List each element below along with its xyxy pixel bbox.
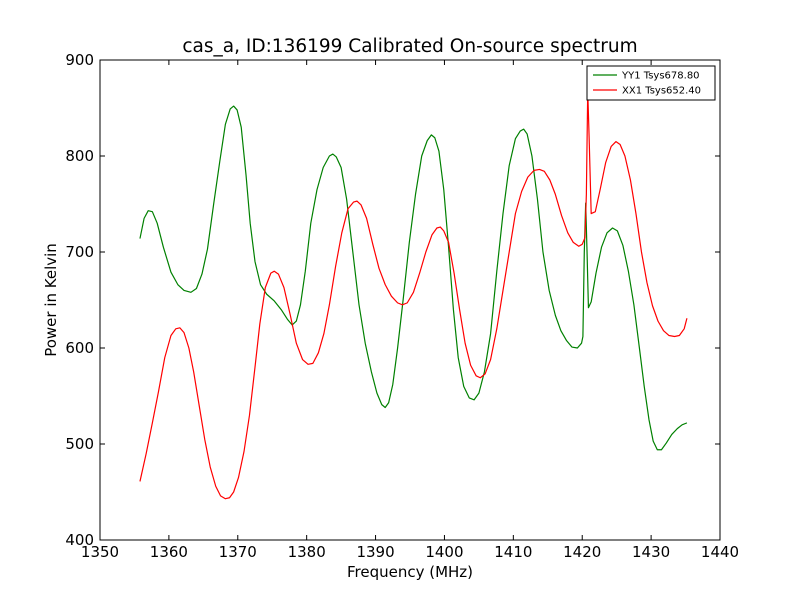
x-axis: 1350 1360 1370 1380 1390 1400 1410 1420 1430 1440 (81, 60, 739, 561)
x-axis-label: Frequency (MHz) (347, 563, 473, 581)
y-tick-label: 700 (65, 243, 94, 261)
legend-label-1: XX1 Tsys652.40 (622, 86, 701, 97)
x-tick-label: 1410 (494, 543, 532, 561)
x-tick-label: 1390 (356, 543, 394, 561)
y-tick-label: 800 (65, 147, 94, 165)
y-tick-label: 900 (65, 51, 94, 69)
y-axis-label: Power in Kelvin (42, 243, 60, 357)
plot-area (100, 60, 720, 540)
legend-box (586, 65, 716, 101)
legend-label-0: YY1 Tsys678.80 (621, 71, 700, 82)
x-tick-label: 1440 (701, 543, 739, 561)
series-layer (139, 90, 688, 500)
chart-title: cas_a, ID:136199 Calibrated On-source sp… (182, 36, 637, 57)
x-tick-label: 1400 (425, 543, 463, 561)
y-tick-label: 400 (65, 531, 94, 549)
y-tick-label: 500 (65, 435, 94, 453)
x-tick-label: 1370 (219, 543, 257, 561)
x-tick-label: 1380 (288, 543, 326, 561)
x-tick-label: 1360 (150, 543, 188, 561)
series-line-0 (139, 105, 688, 451)
series-line-1 (139, 90, 688, 500)
x-tick-label: 1420 (563, 543, 601, 561)
y-tick-label: 600 (65, 339, 94, 357)
plot-frame (99, 59, 721, 541)
x-tick-label: 1430 (632, 543, 670, 561)
x-tick-label: 1350 (81, 543, 119, 561)
legend: YY1 Tsys678.80 XX1 Tsys652.40 (586, 65, 716, 101)
y-axis: 400 500 600 700 800 900 (65, 51, 720, 549)
